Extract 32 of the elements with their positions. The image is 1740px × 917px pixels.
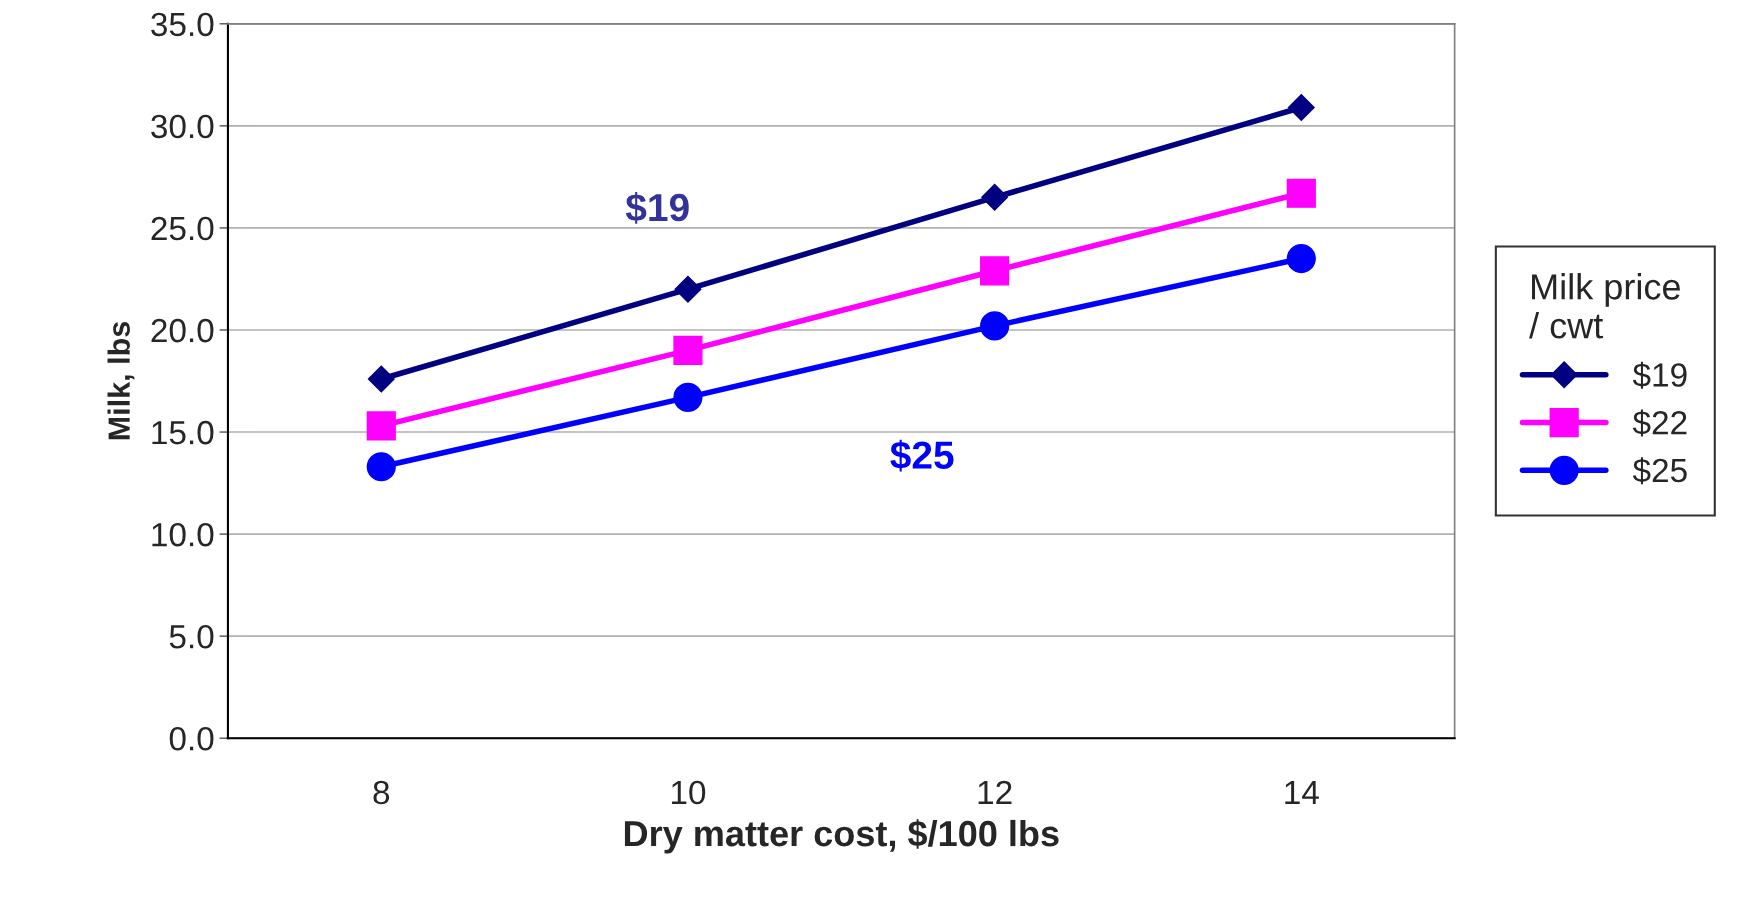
- y-tick-label: 30.0: [151, 114, 214, 139]
- point: [1286, 178, 1316, 208]
- point: [1287, 94, 1315, 121]
- annotation: $19: [625, 192, 689, 224]
- point: [366, 411, 396, 441]
- y-tick-label: 35.0: [151, 12, 214, 37]
- y-axis-title: Milk, lbs: [107, 321, 135, 440]
- legend-title: Milk price / cwt: [1529, 273, 1680, 339]
- point: [673, 335, 703, 365]
- point: [366, 452, 396, 482]
- y-tick-label: 15.0: [152, 420, 214, 445]
- legend-label: $22: [1632, 409, 1687, 437]
- point: [981, 183, 1009, 211]
- legend-label: $25: [1632, 457, 1687, 485]
- y-tick-label: 5.0: [169, 624, 214, 649]
- annotation: $25: [890, 439, 954, 472]
- x-tick-label: 10: [671, 780, 706, 805]
- x-tick-label: 8: [373, 780, 390, 805]
- point: [367, 365, 395, 393]
- x-tick-label: 14: [1285, 781, 1319, 805]
- x-tick-label: 12: [978, 780, 1012, 805]
- y-tick-label: 10.0: [152, 522, 214, 547]
- point: [980, 256, 1010, 286]
- point: [673, 382, 703, 412]
- x-axis-title: Dry matter cost, $/100 lbs: [624, 819, 1059, 854]
- y-tick-label: 0.0: [169, 726, 214, 751]
- legend-label: $19: [1632, 361, 1687, 389]
- point: [1286, 243, 1316, 274]
- y-tick-label: 20.0: [151, 318, 214, 343]
- y-tick-label: 25.0: [151, 216, 214, 241]
- point: [980, 311, 1010, 341]
- point: [674, 275, 702, 303]
